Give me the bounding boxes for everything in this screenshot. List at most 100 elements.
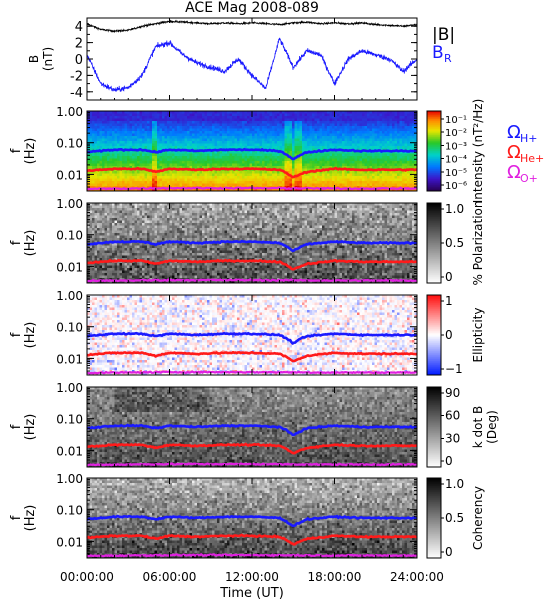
spectrogram-cell — [194, 156, 198, 159]
spectrogram-cell — [122, 255, 125, 259]
spectrogram-cell — [159, 173, 163, 177]
spectrogram-cell — [94, 118, 98, 122]
spectrogram-cell — [374, 166, 378, 169]
spectrogram-cell — [239, 123, 243, 127]
spectrogram-cell — [347, 161, 350, 164]
spectrogram-cell — [367, 176, 370, 179]
spectrogram-cell — [399, 133, 403, 137]
spectrogram-cell — [142, 136, 145, 139]
spectrogram-cell — [122, 163, 125, 167]
spectrogram-cell — [124, 183, 128, 187]
spectrogram-cell — [237, 138, 240, 142]
spectrogram-cell — [257, 128, 260, 132]
spectrogram-cell — [332, 171, 335, 174]
spectrogram-cell — [249, 111, 253, 114]
spectrogram-cell — [332, 151, 335, 154]
spectrogram-cell — [407, 123, 410, 127]
spectrogram-cell — [409, 156, 413, 159]
spectrogram-cell — [302, 166, 305, 169]
spectrogram-cell — [112, 248, 115, 251]
spectrogram-cell — [342, 183, 345, 187]
spectrogram-cell — [164, 161, 168, 164]
spectrogram-cell — [344, 136, 348, 139]
spectrogram-cell — [229, 136, 233, 139]
spectrogram-cell — [152, 128, 155, 132]
spectrogram-cell — [217, 131, 220, 134]
spectrogram-cell — [334, 113, 338, 117]
spectrogram-cell — [269, 171, 273, 174]
spectrogram-cell — [282, 143, 285, 147]
spectrogram-cell — [329, 188, 333, 192]
spectrogram-cell — [192, 153, 195, 157]
spectrogram-cell — [169, 138, 173, 142]
spectrogram-cell — [99, 116, 103, 119]
spectrogram-cell — [232, 188, 235, 192]
spectrogram-cell — [382, 146, 385, 149]
spectrogram-cell — [192, 138, 195, 142]
spectrogram-cell — [369, 166, 373, 169]
spectrogram-cell — [87, 138, 90, 142]
spectrogram-cell — [204, 156, 208, 159]
spectrogram-cell — [139, 116, 143, 119]
spectrogram-cell — [139, 156, 143, 159]
spectrogram-cell — [274, 156, 278, 159]
spectrogram-cell — [204, 151, 208, 154]
spectrogram-cell — [247, 136, 250, 139]
spectrogram-cell — [254, 146, 258, 149]
spectrogram-cell — [349, 171, 353, 174]
spectrogram-cell — [114, 280, 118, 284]
spectrogram-cell — [139, 118, 143, 122]
spectrogram-cell — [167, 113, 170, 117]
spectrogram-cell — [259, 158, 263, 162]
spectrogram-cell — [392, 131, 395, 134]
spectrogram-cell — [247, 123, 250, 127]
spectrogram-cell — [122, 203, 125, 206]
spectrogram-cell — [222, 133, 225, 137]
spectrogram-cell — [332, 123, 335, 127]
spectrogram-cell — [237, 118, 240, 122]
spectrogram-cell — [147, 136, 150, 139]
spectrogram-cell — [324, 121, 328, 124]
spectrogram-cell — [104, 255, 108, 259]
spectrogram-cell — [314, 176, 318, 179]
spectrogram-cell — [182, 123, 185, 127]
line-ylabel: B — [27, 55, 41, 63]
spectrogram-cell — [284, 166, 288, 169]
spectrogram-cell — [337, 153, 340, 157]
spectrogram-cell — [212, 113, 215, 117]
spectrogram-cell — [129, 181, 133, 184]
spectrogram-cell — [214, 118, 218, 122]
spectrogram-cell — [182, 153, 185, 157]
spectrogram-cell — [99, 183, 103, 187]
spectrogram-cell — [322, 188, 325, 192]
spectrogram-cell — [302, 143, 305, 147]
colorbar-tick-label: 10⁻³ — [445, 141, 467, 152]
spectrogram-cell — [262, 141, 265, 144]
spectrogram-cell — [352, 151, 355, 154]
spectrogram-cell — [144, 188, 148, 192]
spectrogram-cell — [194, 163, 198, 167]
spectrogram-cell — [179, 153, 183, 157]
spectrogram-cell — [112, 218, 115, 221]
spectrogram-cell — [177, 166, 180, 169]
colorbar-segment — [427, 179, 441, 181]
spectrogram-cell — [332, 163, 335, 167]
spectrogram-cell — [129, 178, 133, 182]
spectrogram-cell — [407, 158, 410, 162]
spectrogram-cell — [322, 111, 325, 114]
spectrogram-cell — [352, 133, 355, 137]
spectrogram-cell — [109, 121, 113, 124]
spectrogram-cell — [207, 151, 210, 154]
spectrogram-cell — [374, 156, 378, 159]
spectrogram-cell — [364, 116, 368, 119]
spectrogram-cell — [254, 161, 258, 164]
spectrogram-cell — [414, 158, 418, 162]
spectrogram-cell — [322, 143, 325, 147]
spectrogram-cell — [174, 121, 178, 124]
spectrogram-cell — [149, 126, 153, 129]
spectrogram-cell — [397, 116, 400, 119]
spectrogram-cell — [182, 118, 185, 122]
spectrogram-cell — [217, 181, 220, 184]
spectrogram-cell — [117, 213, 120, 216]
spectrogram-cell — [382, 123, 385, 127]
